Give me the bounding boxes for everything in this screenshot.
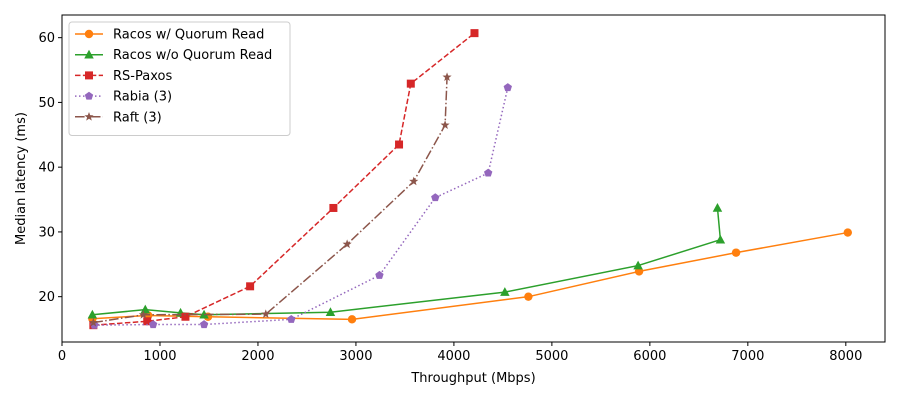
data-point bbox=[524, 292, 533, 301]
data-point bbox=[199, 320, 209, 329]
data-point bbox=[88, 317, 98, 327]
x-tick-label: 0 bbox=[58, 349, 66, 364]
data-point bbox=[843, 228, 852, 237]
x-axis: 0 1000 2000 3000 4000 5000 6000 7000 8000 bbox=[58, 342, 862, 364]
y-tick-label: 40 bbox=[38, 161, 55, 176]
legend-marker bbox=[85, 71, 93, 80]
x-tick-label: 8000 bbox=[829, 349, 862, 364]
data-point bbox=[431, 193, 440, 202]
series-line bbox=[92, 207, 722, 316]
data-point bbox=[181, 312, 190, 321]
legend-label: Racos w/ Quorum Read bbox=[113, 28, 264, 43]
data-point bbox=[246, 282, 255, 291]
x-tick-label: 6000 bbox=[633, 349, 666, 364]
data-point bbox=[442, 72, 452, 82]
legend-marker bbox=[84, 29, 94, 39]
data-point bbox=[347, 315, 357, 324]
data-point bbox=[140, 304, 151, 314]
legend-item: Rabia (3) bbox=[75, 90, 172, 105]
series-2 bbox=[87, 202, 726, 319]
legend-marker bbox=[84, 49, 94, 59]
legend-label: Rabia (3) bbox=[113, 90, 172, 105]
data-point bbox=[375, 270, 384, 279]
series-4 bbox=[90, 83, 512, 329]
data-point bbox=[261, 309, 271, 319]
data-point bbox=[325, 307, 336, 316]
y-axis-label: Median latency (ms) bbox=[14, 112, 29, 245]
x-tick-label: 3000 bbox=[339, 349, 372, 364]
data-point bbox=[143, 317, 152, 326]
x-tick-label: 1000 bbox=[143, 349, 176, 364]
data-point bbox=[440, 120, 450, 129]
legend-label: Racos w/o Quorum Read bbox=[113, 48, 272, 63]
y-axis: 20 30 40 50 60 bbox=[38, 31, 62, 305]
x-tick-label: 2000 bbox=[241, 349, 274, 364]
x-tick-label: 4000 bbox=[437, 349, 470, 364]
data-point bbox=[633, 260, 643, 270]
legend-label: Raft (3) bbox=[113, 110, 162, 125]
data-point bbox=[715, 234, 726, 244]
series-line bbox=[92, 231, 848, 321]
legend-item: Racos w/ Quorum Read bbox=[75, 28, 264, 43]
legend-item: Raft (3) bbox=[75, 110, 162, 125]
data-point bbox=[138, 310, 148, 319]
data-point bbox=[503, 83, 512, 92]
data-point bbox=[731, 248, 741, 257]
legend-box bbox=[68, 21, 291, 136]
data-point bbox=[406, 79, 415, 88]
data-point bbox=[87, 309, 98, 319]
y-tick-label: 50 bbox=[38, 96, 55, 111]
data-point bbox=[409, 176, 419, 186]
series-5 bbox=[88, 72, 452, 327]
x-tick-label: 7000 bbox=[731, 349, 764, 364]
data-point bbox=[500, 287, 510, 296]
data-point bbox=[342, 239, 352, 249]
data-point bbox=[329, 203, 338, 212]
legend-marker bbox=[84, 112, 94, 121]
data-point bbox=[287, 314, 296, 323]
data-point bbox=[470, 29, 479, 38]
data-point bbox=[148, 320, 158, 329]
y-tick-label: 20 bbox=[38, 290, 55, 305]
x-axis-label: Throughput (Mbps) bbox=[410, 371, 535, 386]
legend: Racos w/ Quorum Read Racos w/o Quorum Rea… bbox=[68, 21, 291, 136]
legend-marker bbox=[84, 91, 94, 100]
legend-label: RS-Paxos bbox=[113, 69, 172, 84]
data-point bbox=[395, 140, 404, 149]
x-tick-label: 5000 bbox=[535, 349, 568, 364]
y-tick-label: 30 bbox=[38, 225, 55, 240]
plot-area bbox=[61, 14, 886, 343]
y-tick-label: 60 bbox=[38, 31, 55, 46]
plot-frame bbox=[61, 14, 886, 343]
data-point bbox=[712, 202, 723, 212]
data-point bbox=[484, 168, 493, 177]
legend-item: Racos w/o Quorum Read bbox=[75, 48, 272, 63]
series-layer bbox=[87, 29, 852, 330]
legend-item: RS-Paxos bbox=[75, 69, 172, 84]
